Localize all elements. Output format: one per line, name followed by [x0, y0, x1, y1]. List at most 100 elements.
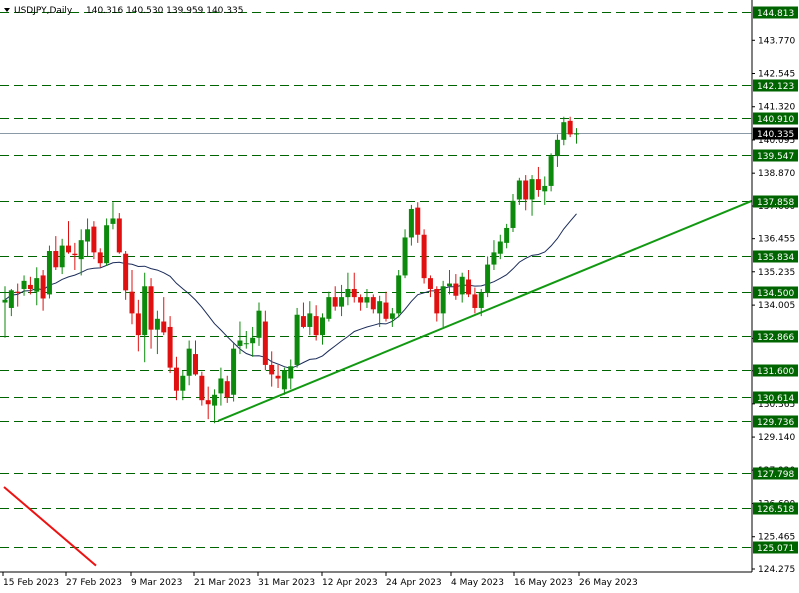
bull-candle [307, 313, 313, 327]
bull-candle [561, 122, 567, 140]
level-label: 137.858 [757, 198, 794, 208]
bear-candle [370, 297, 376, 310]
bull-candle [288, 366, 294, 379]
y-tick-label: 140.095 [758, 136, 795, 146]
x-tick-label: 16 May 2023 [514, 578, 573, 588]
bull-candle [345, 288, 351, 298]
bull-candle [478, 293, 484, 308]
y-tick-label: 136.455 [758, 235, 795, 245]
bull-candle [408, 208, 414, 238]
bear-candle [148, 286, 154, 330]
level-label-box [753, 364, 798, 377]
bear-candle [275, 375, 281, 379]
ohlc-values: 140.316 140.530 139.959 140.335 [86, 6, 243, 16]
bull-candle [34, 278, 40, 292]
collapse-triangle-icon[interactable] [4, 8, 10, 12]
bull-candle [237, 340, 243, 346]
bull-candle [529, 179, 535, 200]
bear-candle [193, 354, 198, 375]
bull-candle [497, 241, 503, 254]
level-label: 131.600 [757, 367, 794, 377]
bear-candle [453, 283, 459, 296]
bull-candle [326, 297, 332, 319]
x-tick-label: 12 Apr 2023 [322, 578, 378, 588]
bear-candle [97, 252, 103, 264]
bull-candle [186, 348, 192, 376]
bull-candle [574, 133, 579, 135]
level-label-box [753, 79, 798, 92]
y-tick-label: 124.275 [758, 565, 795, 575]
time-axis: 15 Feb 2023 27 Feb 2023 9 Mar 2023 21 Mar 2… [2, 572, 638, 588]
bear-candle [358, 297, 364, 303]
bear-candle [173, 367, 179, 391]
y-tick-label: 125.465 [758, 533, 795, 543]
bull-candle [2, 299, 8, 303]
level-label-box [753, 195, 798, 208]
bear-candle [351, 288, 357, 298]
level-label: 129.736 [757, 418, 794, 428]
level-label: 130.614 [757, 394, 794, 404]
bull-candle [542, 185, 548, 192]
trendlines [3, 199, 753, 567]
level-label-box [753, 415, 798, 428]
bear-candle [224, 381, 230, 398]
level-label-box [753, 502, 798, 515]
y-tick-label: 135.235 [758, 268, 795, 278]
bear-candle [332, 297, 338, 307]
horizontal-levels [0, 12, 752, 548]
level-label-box [753, 6, 798, 19]
current-price-box [753, 127, 798, 140]
price-axis: 143.770142.545141.320140.095138.870137.6… [0, 0, 798, 575]
x-tick-label: 21 Mar 2023 [194, 578, 251, 588]
level-label: 126.518 [757, 505, 794, 515]
downtrend-line [3, 486, 97, 567]
bull-candle [491, 252, 497, 265]
bull-candle [78, 240, 84, 260]
level-label-box [753, 286, 798, 299]
bull-candle [447, 283, 452, 287]
bear-candle [300, 316, 306, 327]
bear-candle [535, 179, 541, 190]
bull-candle [243, 343, 249, 345]
bear-candle [72, 253, 78, 256]
bear-candle [434, 288, 440, 314]
bear-candle [383, 302, 389, 319]
bear-candle [161, 321, 167, 333]
level-label-box [753, 112, 798, 125]
x-tick-label: 24 Apr 2023 [386, 578, 442, 588]
level-label-box [753, 250, 798, 263]
bear-candle [199, 375, 205, 401]
bull-candle [59, 245, 65, 268]
bear-candle [523, 180, 529, 200]
level-label-box [753, 330, 798, 343]
y-tick-label: 130.365 [758, 400, 795, 410]
bear-candle [129, 291, 135, 314]
level-label-box [753, 541, 798, 554]
bull-candle [548, 156, 554, 186]
y-tick-label: 141.320 [758, 103, 795, 113]
y-tick-label: 142.545 [758, 70, 795, 80]
symbol-label: USDJPY,Daily [14, 6, 73, 16]
bear-candle [472, 294, 478, 308]
bear-candle [15, 291, 21, 294]
bull-candle [294, 314, 300, 365]
bull-candle [516, 180, 522, 200]
bull-candle [180, 375, 186, 391]
bull-candle [46, 251, 52, 295]
bear-candle [27, 284, 33, 289]
bear-candle [567, 120, 573, 135]
bull-candle [231, 348, 237, 395]
y-tick-label: 138.870 [758, 169, 795, 179]
bull-candle [104, 225, 110, 264]
bull-candle [142, 286, 148, 336]
bull-candle [320, 317, 325, 336]
level-label-box [753, 391, 798, 404]
bear-candle [40, 275, 46, 299]
bear-candle [66, 245, 71, 253]
bull-candle [485, 264, 491, 294]
bear-candle [313, 316, 319, 336]
bull-candle [212, 394, 218, 406]
uptrend-line [217, 199, 753, 422]
bear-candle [415, 207, 421, 235]
